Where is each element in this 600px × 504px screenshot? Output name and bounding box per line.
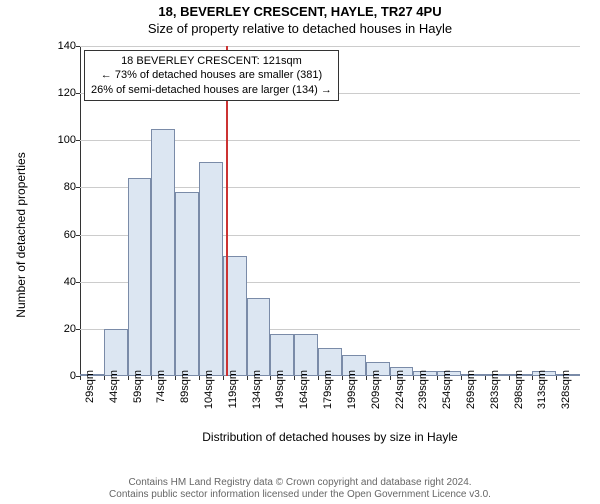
y-tick-mark: [76, 93, 80, 94]
x-tick-label: 74sqm: [155, 370, 167, 403]
x-tick-mark: [80, 376, 81, 380]
y-tick-mark: [76, 235, 80, 236]
y-tick-label: 0: [52, 370, 76, 382]
x-tick-label: 134sqm: [251, 370, 263, 409]
x-tick-label: 119sqm: [227, 370, 239, 408]
y-tick-mark: [76, 329, 80, 330]
x-tick-label: 269sqm: [465, 370, 477, 409]
x-tick-label: 29sqm: [84, 370, 96, 403]
y-axis-label: Number of detached properties: [14, 152, 28, 317]
page-title: 18, BEVERLEY CRESCENT, HAYLE, TR27 4PU: [0, 4, 600, 19]
x-tick-mark: [175, 376, 176, 380]
x-tick-label: 298sqm: [513, 370, 525, 409]
x-tick-label: 209sqm: [370, 370, 382, 409]
x-tick-label: 179sqm: [322, 370, 334, 409]
footer-license: Contains public sector information licen…: [0, 489, 600, 500]
x-tick-mark: [390, 376, 391, 380]
x-tick-mark: [485, 376, 486, 380]
x-tick-label: 224sqm: [394, 370, 406, 409]
x-tick-mark: [247, 376, 248, 380]
histogram-bar: [128, 178, 152, 376]
y-tick-label: 120: [52, 87, 76, 99]
x-tick-mark: [342, 376, 343, 380]
x-tick-mark: [223, 376, 224, 380]
y-tick-label: 20: [52, 323, 76, 335]
x-tick-mark: [104, 376, 105, 380]
y-tick-label: 140: [52, 40, 76, 52]
page-subtitle: Size of property relative to detached ho…: [0, 21, 600, 36]
annotation-line: 18 BEVERLEY CRESCENT: 121sqm: [91, 54, 332, 68]
y-tick-mark: [76, 140, 80, 141]
x-tick-label: 164sqm: [298, 370, 310, 409]
x-tick-mark: [532, 376, 533, 380]
x-tick-label: 104sqm: [203, 370, 215, 409]
annotation-line: 26% of semi-detached houses are larger (…: [91, 83, 332, 97]
y-tick-label: 40: [52, 276, 76, 288]
annotation-box: 18 BEVERLEY CRESCENT: 121sqm ← 73% of de…: [84, 50, 339, 101]
x-tick-mark: [509, 376, 510, 380]
x-tick-label: 199sqm: [346, 370, 358, 409]
x-tick-mark: [151, 376, 152, 380]
x-tick-label: 239sqm: [417, 370, 429, 409]
x-tick-mark: [294, 376, 295, 380]
x-tick-mark: [318, 376, 319, 380]
x-tick-mark: [128, 376, 129, 380]
histogram-bar: [104, 329, 128, 376]
x-tick-label: 254sqm: [441, 370, 453, 409]
y-axis-line: [80, 46, 81, 376]
x-tick-label: 44sqm: [108, 370, 120, 403]
y-tick-label: 80: [52, 181, 76, 193]
y-tick-label: 100: [52, 134, 76, 146]
x-tick-label: 313sqm: [536, 370, 548, 409]
x-tick-label: 149sqm: [274, 370, 286, 409]
histogram-bar: [247, 298, 271, 376]
x-tick-mark: [270, 376, 271, 380]
x-tick-label: 283sqm: [489, 370, 501, 409]
x-tick-label: 328sqm: [560, 370, 572, 409]
histogram-bar: [175, 192, 199, 376]
x-tick-mark: [199, 376, 200, 380]
x-tick-mark: [556, 376, 557, 380]
x-tick-mark: [366, 376, 367, 380]
chart: Number of detached properties 0204060801…: [50, 46, 580, 424]
annotation-line: ← 73% of detached houses are smaller (38…: [91, 68, 332, 82]
x-tick-mark: [437, 376, 438, 380]
y-tick-mark: [76, 282, 80, 283]
x-tick-label: 59sqm: [132, 370, 144, 403]
x-tick-mark: [413, 376, 414, 380]
histogram-bar: [199, 162, 223, 377]
plot-area: 02040608010012014029sqm44sqm59sqm74sqm89…: [80, 46, 580, 376]
x-axis-label: Distribution of detached houses by size …: [202, 430, 457, 444]
y-tick-label: 60: [52, 229, 76, 241]
histogram-bar: [151, 129, 175, 377]
gridline: [80, 46, 580, 47]
y-tick-mark: [76, 187, 80, 188]
y-tick-mark: [76, 46, 80, 47]
footer-copyright: Contains HM Land Registry data © Crown c…: [0, 477, 600, 488]
x-tick-label: 89sqm: [179, 370, 191, 403]
x-tick-mark: [461, 376, 462, 380]
